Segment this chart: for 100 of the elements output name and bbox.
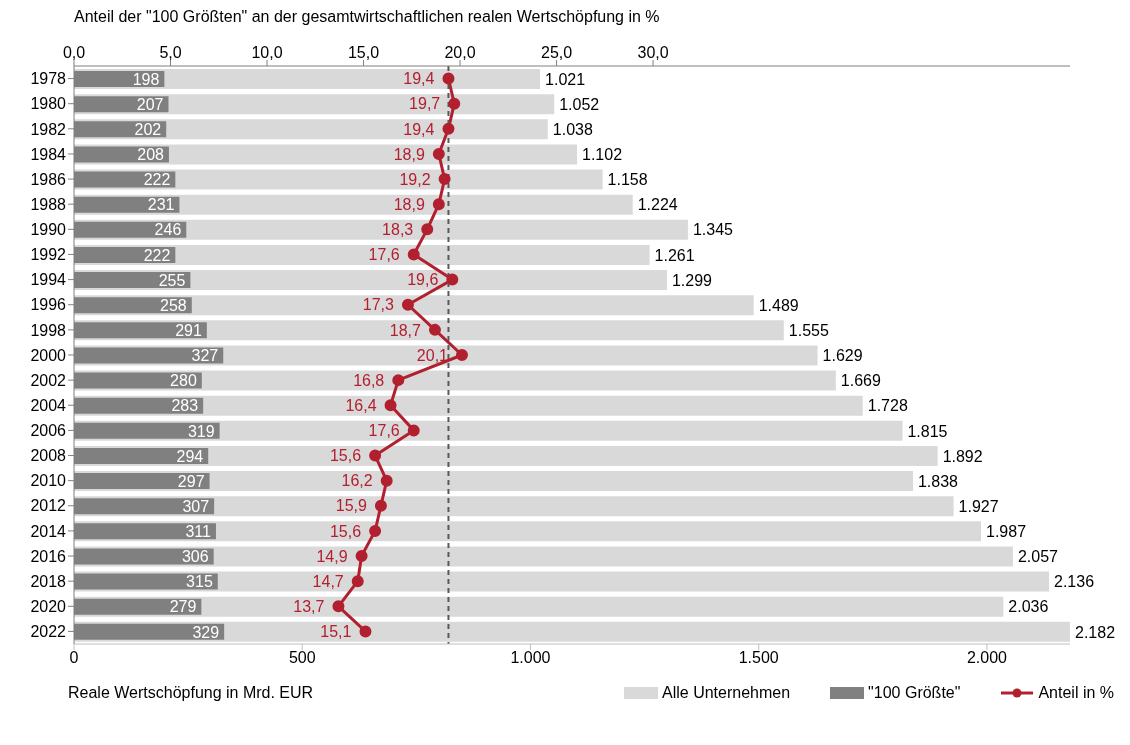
data-label: 246 — [154, 221, 182, 239]
data-label: 307 — [182, 497, 210, 515]
x-tick-label: 2.000 — [966, 649, 1008, 667]
data-label: 14,9 — [316, 547, 348, 565]
y-tick-label: 1994 — [30, 271, 67, 289]
data-label: 2.136 — [1054, 573, 1095, 591]
x2-tick-label: 25,0 — [540, 44, 573, 61]
y-tick-label: 2020 — [30, 597, 67, 615]
data-label: 327 — [191, 347, 219, 365]
data-label: 1.555 — [788, 321, 829, 339]
data-label: 1.728 — [867, 397, 908, 415]
data-label: 1.052 — [559, 95, 600, 113]
point — [392, 374, 405, 387]
data-label: 198 — [132, 70, 160, 88]
x2-tick-label: 0,0 — [62, 44, 86, 61]
point — [369, 524, 382, 537]
data-label: 18,7 — [389, 321, 422, 339]
x-tick-label: 1.500 — [738, 649, 779, 667]
data-label: 280 — [170, 372, 197, 390]
data-label: 18,9 — [393, 145, 425, 163]
x2-tick-label: 10,0 — [251, 44, 283, 61]
data-label: 1.102 — [582, 146, 623, 164]
data-label: 291 — [175, 321, 202, 339]
y-tick-label: 2018 — [30, 572, 67, 590]
point — [407, 248, 420, 261]
data-label: 283 — [171, 397, 199, 415]
data-label: 15,9 — [335, 497, 368, 515]
y-tick-label: 2014 — [30, 522, 67, 540]
data-label: 20,1 — [416, 346, 449, 364]
x-tick-label: 500 — [288, 649, 316, 667]
point — [446, 273, 459, 286]
data-label: 202 — [134, 120, 162, 138]
point — [442, 122, 455, 135]
data-label: 311 — [185, 523, 212, 541]
data-label: 1.838 — [917, 472, 959, 490]
y-tick-label: 2006 — [30, 422, 67, 440]
data-label: 319 — [187, 422, 215, 440]
point — [455, 349, 468, 361]
data-label: 19,2 — [399, 170, 431, 188]
point — [442, 72, 455, 85]
x2-tick-label: 20,0 — [444, 44, 476, 61]
data-label: 16,2 — [341, 472, 373, 490]
data-label: 13,7 — [293, 597, 325, 615]
data-label: 19,4 — [403, 70, 435, 88]
data-label: 2.057 — [1017, 548, 1059, 566]
y-tick-label: 2012 — [30, 497, 67, 515]
data-label: 258 — [160, 296, 187, 314]
data-label: 222 — [143, 246, 171, 264]
y-tick-label: 2016 — [30, 547, 67, 565]
y-tick-label: 2000 — [30, 346, 67, 364]
point — [384, 399, 397, 412]
point — [432, 147, 445, 160]
x2-tick-label: 30,0 — [637, 44, 669, 61]
data-label: 1.629 — [822, 347, 863, 365]
data-label: 2.036 — [1008, 598, 1049, 616]
y-tick-label: 2008 — [30, 447, 67, 465]
y-tick-label: 1978 — [30, 70, 67, 88]
x-tick-label: 1.000 — [510, 649, 551, 667]
x2-tick-label: 5,0 — [159, 44, 182, 61]
data-label: 19,4 — [403, 120, 435, 138]
legend-label: Anteil in % — [1038, 684, 1114, 702]
data-label: 1.489 — [758, 296, 799, 314]
x2-axis-title: Anteil der "100 Größten" an der gesamtwirtschaftlichen realen Wertschöpfung in % — [74, 8, 661, 27]
data-label: 18,3 — [382, 221, 414, 239]
y-tick-label: 1980 — [30, 95, 67, 113]
data-label: 18,9 — [393, 195, 425, 213]
data-label: 294 — [176, 447, 204, 465]
point — [332, 600, 345, 613]
point — [448, 97, 461, 110]
point — [432, 198, 445, 211]
point — [401, 298, 414, 311]
data-label: 297 — [177, 472, 205, 490]
y-tick-label: 1990 — [30, 221, 67, 239]
point — [369, 449, 382, 462]
point — [428, 323, 441, 336]
point — [355, 550, 368, 563]
data-label: 1.021 — [545, 70, 586, 88]
data-label: 1.987 — [985, 523, 1027, 541]
y-tick-label: 1982 — [30, 120, 67, 138]
point — [374, 499, 387, 512]
x2-tick-label: 15,0 — [347, 44, 380, 61]
data-label: 1.927 — [958, 497, 999, 515]
y-tick-label: 2022 — [30, 623, 67, 641]
point — [438, 173, 451, 186]
data-label: 329 — [192, 623, 220, 641]
y-tick-label: 1984 — [30, 145, 67, 163]
data-label: 222 — [143, 171, 171, 189]
data-label: 1.038 — [552, 120, 593, 138]
data-label: 1.669 — [840, 372, 881, 390]
point — [421, 223, 434, 236]
data-label: 17,6 — [368, 246, 400, 264]
y-tick-label: 1996 — [30, 296, 67, 314]
data-label: 306 — [181, 548, 209, 566]
x-axis-title: Reale Wertschöpfung in Mrd. EUR — [68, 684, 315, 702]
x-tick-label: 0 — [69, 649, 79, 667]
y-tick-label: 1992 — [30, 246, 67, 264]
data-label: 2.182 — [1075, 623, 1116, 641]
data-label: 16,4 — [345, 396, 377, 414]
data-label: 14,7 — [312, 572, 344, 590]
y-tick-label: 2010 — [30, 472, 67, 490]
